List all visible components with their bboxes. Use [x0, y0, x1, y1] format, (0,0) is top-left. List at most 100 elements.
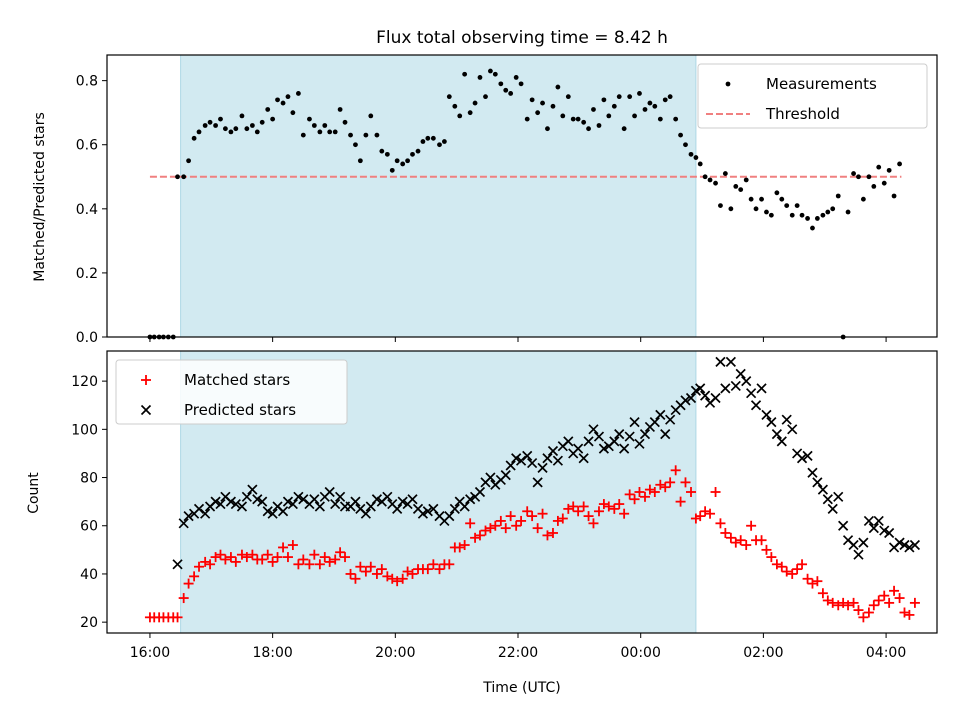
marker-stroke — [583, 436, 594, 447]
data-point — [516, 515, 527, 526]
data-point — [733, 183, 739, 189]
marker-stroke — [247, 484, 258, 495]
data-point — [454, 542, 465, 553]
marker-stroke — [522, 450, 533, 461]
x-tick-label: 20:00 — [375, 645, 415, 661]
data-point — [776, 436, 787, 447]
x-axis-label: Time (UTC) — [482, 680, 560, 696]
data-point — [360, 566, 371, 577]
data-point — [649, 417, 660, 428]
data-point — [241, 552, 252, 563]
legend-label: Threshold — [765, 105, 840, 123]
data-point — [537, 462, 548, 473]
data-point — [657, 116, 663, 122]
marker-stroke — [371, 494, 383, 505]
data-point — [210, 552, 221, 563]
data-point — [884, 527, 895, 539]
data-point — [280, 100, 286, 106]
data-point — [532, 477, 543, 488]
data-point — [627, 94, 633, 100]
legend-entry: Predicted stars — [140, 401, 296, 419]
data-point — [422, 564, 433, 575]
data-point — [374, 132, 380, 138]
data-point — [410, 151, 415, 157]
marker-stroke — [172, 559, 183, 570]
data-point — [822, 494, 833, 505]
marker-stroke — [392, 503, 403, 514]
legend-entry: Threshold — [706, 105, 840, 123]
data-point — [776, 561, 787, 572]
marker-stroke — [629, 417, 640, 428]
marker-stroke — [547, 445, 559, 457]
data-point — [563, 436, 574, 447]
marker-stroke — [665, 414, 676, 425]
legend-entry: Matched stars — [141, 371, 290, 389]
data-point — [743, 177, 749, 183]
data-point — [183, 511, 194, 522]
data-point — [700, 506, 711, 517]
data-point — [707, 177, 713, 183]
x-tick-label: 16:00 — [130, 645, 170, 661]
data-point — [715, 518, 726, 529]
data-point — [202, 123, 208, 128]
data-point — [480, 525, 491, 536]
data-point — [868, 600, 879, 611]
data-point — [700, 390, 711, 401]
data-point — [596, 123, 602, 128]
data-point — [779, 196, 785, 202]
data-point — [330, 498, 341, 510]
data-point — [394, 158, 400, 164]
marker-stroke — [720, 383, 731, 394]
data-point — [304, 559, 315, 570]
data-point — [851, 171, 856, 176]
legend-marker — [141, 375, 151, 385]
marker-stroke — [771, 429, 782, 440]
marker-stroke — [634, 438, 645, 449]
marker-stroke — [781, 414, 792, 425]
data-point — [407, 494, 418, 505]
data-point — [485, 523, 496, 534]
data-point — [345, 568, 356, 579]
data-point — [470, 532, 481, 543]
data-point — [547, 527, 558, 538]
data-point — [746, 520, 757, 531]
data-point — [810, 225, 815, 231]
data-point — [884, 597, 895, 608]
data-point — [680, 395, 691, 406]
data-point — [503, 87, 509, 93]
data-point — [794, 203, 800, 209]
marker-stroke — [756, 383, 767, 394]
marker-stroke — [609, 436, 620, 447]
data-point — [889, 585, 900, 596]
data-point — [230, 556, 241, 567]
marker-stroke — [802, 450, 813, 461]
data-point — [402, 566, 413, 577]
legend-label: Predicted stars — [184, 401, 296, 419]
data-point — [764, 209, 769, 215]
marker-stroke — [220, 491, 231, 502]
marker-stroke — [324, 486, 335, 498]
marker-stroke — [532, 477, 543, 488]
data-point — [766, 417, 777, 428]
data-point — [239, 113, 245, 119]
series-measurements — [147, 68, 902, 340]
data-point — [629, 417, 640, 428]
data-point — [340, 552, 351, 563]
data-point — [405, 158, 410, 164]
data-point — [899, 607, 910, 618]
data-point — [586, 126, 591, 132]
data-point — [500, 470, 511, 481]
data-point — [881, 180, 887, 186]
data-point — [446, 94, 452, 100]
data-point — [644, 484, 655, 495]
marker-stroke — [735, 368, 746, 379]
marker-stroke — [746, 388, 757, 399]
data-point — [621, 126, 627, 132]
data-point — [407, 568, 418, 579]
marker-stroke — [700, 390, 711, 401]
data-point — [309, 494, 320, 505]
data-point — [581, 119, 587, 125]
marker-stroke — [382, 491, 393, 502]
data-point — [756, 383, 767, 394]
data-point — [797, 559, 808, 570]
